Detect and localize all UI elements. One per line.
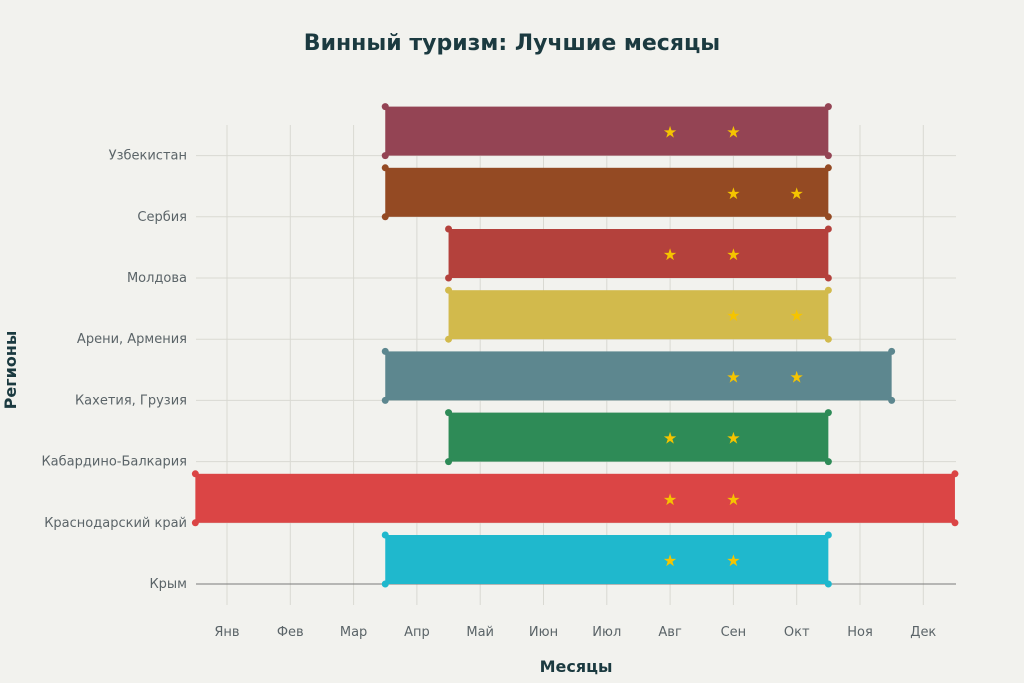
bar xyxy=(448,229,829,278)
bar xyxy=(448,412,829,462)
star-marker: ★ xyxy=(726,245,740,264)
bar-corner-point xyxy=(824,580,832,588)
x-tick-label: Окт xyxy=(784,625,810,640)
x-tick-label: Апр xyxy=(404,625,430,640)
bar-corner-point xyxy=(445,458,453,466)
chart-title: Винный туризм: Лучшие месяцы xyxy=(304,31,720,56)
star-marker: ★ xyxy=(726,551,740,570)
x-tick-label: Июн xyxy=(529,625,558,640)
y-tick-label: Кабардино-Балкария xyxy=(41,455,187,470)
bar-corner-point xyxy=(951,519,959,527)
x-tick-label: Июл xyxy=(592,625,621,640)
bar-corner-point xyxy=(445,274,453,282)
y-tick-label: Крым xyxy=(149,577,187,592)
bar-corner-point xyxy=(824,286,832,294)
bar-corner-point xyxy=(381,152,389,160)
bar xyxy=(385,106,829,156)
bar xyxy=(385,351,892,401)
star-marker: ★ xyxy=(663,429,677,448)
bar-corner-point xyxy=(824,531,832,539)
bar-corner-point xyxy=(381,580,389,588)
x-tick-label: Май xyxy=(466,625,494,640)
bar-corner-point xyxy=(824,458,832,466)
bar-corner-point xyxy=(381,531,389,539)
x-axis-ticks: Янв Фев Мар Апр Май Июн Июл Авг Сен Окт Ноя Дек xyxy=(214,625,936,640)
x-tick-label: Сен xyxy=(721,625,747,640)
y-tick-label: Сербия xyxy=(137,210,187,225)
x-tick-label: Ноя xyxy=(847,625,873,640)
y-axis-ticks: Крым Краснодарский край Кабардино-Балкария… xyxy=(41,149,187,592)
bar-group: ★ ★ xyxy=(381,103,832,160)
bar xyxy=(195,473,955,523)
bar-corner-point xyxy=(824,335,832,343)
bars: ★ ★★ ★★ ★★ ★★ ★★ ★★ ★★ ★ xyxy=(191,103,959,588)
bar-group: ★ ★ xyxy=(445,286,832,343)
y-tick-label: Арени, Армения xyxy=(77,332,187,347)
star-marker: ★ xyxy=(663,123,677,142)
y-axis-title: Регионы xyxy=(1,331,20,410)
star-marker: ★ xyxy=(790,306,804,325)
bar-corner-point xyxy=(381,396,389,404)
bar-corner-point xyxy=(824,164,832,172)
bar-corner-point xyxy=(824,213,832,221)
star-marker: ★ xyxy=(726,429,740,448)
y-tick-label: Краснодарский край xyxy=(44,516,187,531)
x-tick-label: Мар xyxy=(340,625,367,640)
bar-corner-point xyxy=(951,470,959,478)
y-tick-label: Узбекистан xyxy=(109,149,187,164)
bar-corner-point xyxy=(888,396,896,404)
bar-corner-point xyxy=(824,409,832,417)
bar-corner-point xyxy=(824,103,832,111)
x-axis-title: Месяцы xyxy=(540,657,613,676)
star-marker: ★ xyxy=(726,306,740,325)
x-tick-label: Янв xyxy=(214,625,239,640)
bar-group: ★ ★ xyxy=(445,409,832,466)
bar-corner-point xyxy=(381,103,389,111)
star-marker: ★ xyxy=(663,551,677,570)
bar-corner-point xyxy=(381,213,389,221)
star-marker: ★ xyxy=(726,490,740,509)
bar-corner-point xyxy=(824,225,832,233)
bar-corner-point xyxy=(381,347,389,355)
bar-group: ★ ★ xyxy=(381,164,832,221)
bar-corner-point xyxy=(445,335,453,343)
star-marker: ★ xyxy=(726,184,740,203)
bar-group: ★ ★ xyxy=(191,470,959,527)
bar-corner-point xyxy=(445,409,453,417)
x-tick-label: Авг xyxy=(658,625,682,640)
bar-corner-point xyxy=(445,225,453,233)
bar-corner-point xyxy=(824,274,832,282)
x-tick-label: Фев xyxy=(277,625,304,640)
bar-corner-point xyxy=(381,164,389,172)
bar-group: ★ ★ xyxy=(445,225,832,282)
star-marker: ★ xyxy=(790,184,804,203)
y-tick-label: Молдова xyxy=(127,271,187,286)
bar-corner-point xyxy=(824,152,832,160)
star-marker: ★ xyxy=(726,367,740,386)
star-marker: ★ xyxy=(663,245,677,264)
bar-corner-point xyxy=(888,347,896,355)
bar-group: ★ ★ xyxy=(381,347,896,404)
bar xyxy=(385,167,829,217)
bar-group: ★ ★ xyxy=(381,531,832,588)
bar xyxy=(448,290,829,340)
x-tick-label: Дек xyxy=(910,625,936,640)
bar xyxy=(385,535,829,584)
star-marker: ★ xyxy=(726,123,740,142)
star-marker: ★ xyxy=(790,367,804,386)
y-tick-label: Кахетия, Грузия xyxy=(75,393,187,408)
star-marker: ★ xyxy=(663,490,677,509)
bar-corner-point xyxy=(445,286,453,294)
bar-corner-point xyxy=(191,519,199,527)
bar-corner-point xyxy=(191,470,199,478)
